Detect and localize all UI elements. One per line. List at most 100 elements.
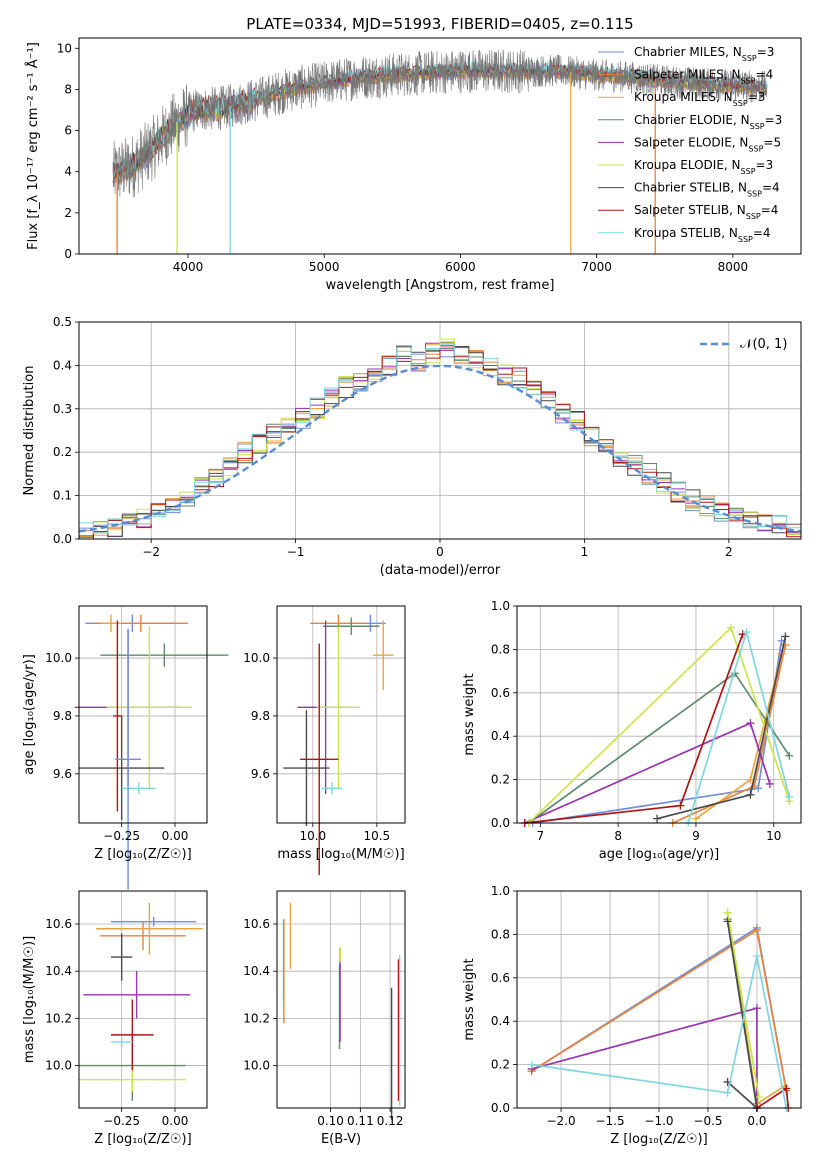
mass-weight-series bbox=[531, 955, 788, 1109]
mass-weight-marker bbox=[726, 623, 735, 632]
residual-histogram-step bbox=[79, 344, 801, 534]
legend-label: Salpeter MILES, NSSP=4 bbox=[634, 68, 773, 86]
y-tick-label: 10.2 bbox=[45, 1011, 72, 1025]
x-tick-label: 4000 bbox=[173, 260, 204, 274]
x-tick-label: 0.00 bbox=[162, 829, 189, 843]
x-tick-label: 0 bbox=[436, 545, 444, 559]
mass-weight-marker bbox=[746, 719, 755, 728]
y-tick-label: 10.4 bbox=[45, 964, 72, 978]
y-tick-label: 0.3 bbox=[53, 402, 72, 416]
mass-weight-marker bbox=[782, 1084, 791, 1093]
y-tick-label: 0.8 bbox=[491, 927, 510, 941]
y-tick-label: 0.2 bbox=[491, 773, 510, 787]
errorbar-point bbox=[111, 999, 154, 1071]
y-tick-label: 10.4 bbox=[243, 964, 270, 978]
y-tick-label: 0.4 bbox=[491, 1014, 510, 1028]
figure-title: PLATE=0334, MJD=51993, FIBERID=0405, z=0… bbox=[246, 15, 633, 33]
x-tick-label: −1.5 bbox=[595, 1114, 624, 1128]
mass-weight-marker bbox=[691, 814, 700, 823]
mass-weight-marker bbox=[723, 917, 732, 926]
x-axis-label: E(B-V) bbox=[321, 1132, 361, 1147]
x-tick-label: −2 bbox=[142, 545, 160, 559]
observed-spectrum bbox=[112, 49, 768, 198]
y-tick-label: 10.0 bbox=[45, 651, 72, 665]
y-tick-label: 10.6 bbox=[243, 917, 270, 931]
errorbar-point bbox=[283, 710, 330, 826]
mass-weight-marker bbox=[754, 1093, 763, 1102]
legend-label: Salpeter ELODIE, NSSP=5 bbox=[634, 135, 781, 153]
normal-curve bbox=[78, 364, 802, 533]
legend-label: Chabrier MILES, NSSP=3 bbox=[634, 45, 774, 63]
mass_weight_vs_age-plot-area bbox=[520, 623, 794, 827]
y-tick-label: 9.8 bbox=[53, 709, 72, 723]
x-tick-label: 9 bbox=[692, 829, 700, 843]
errorbar-point bbox=[373, 620, 394, 690]
mass_vs_Z-frame bbox=[78, 890, 208, 1109]
x-tick-label: 0.11 bbox=[347, 1114, 374, 1128]
mass_vs_Z-panel: −0.25 0.00 10.0 10.2 10.4 10.6 Z [log₁₀(Z/Z☉)]… bbox=[22, 890, 208, 1147]
legend-label: Chabrier ELODIE, NSSP=3 bbox=[634, 113, 782, 131]
x-axis-label: wavelength [Angstrom, rest frame] bbox=[326, 278, 555, 293]
mass-weight-marker bbox=[752, 952, 761, 961]
y-tick-label: 2 bbox=[64, 206, 72, 220]
errorbar-point bbox=[111, 933, 133, 981]
y-tick-label: 0.0 bbox=[491, 1101, 510, 1115]
mass_weight_vs_Z-panel: −2.0 −1.5 −1.0 −0.5 0.0 0.0 0.2 0.4 0.6 0.8 1.0 Z [… bbox=[462, 884, 802, 1147]
errorbar-point bbox=[111, 916, 197, 927]
x-tick-label: 6000 bbox=[445, 260, 476, 274]
x-tick-label: 5000 bbox=[309, 260, 340, 274]
y-tick-label: 0.4 bbox=[53, 358, 72, 372]
mass-weight-marker bbox=[676, 801, 685, 810]
mass-weight-marker bbox=[653, 814, 662, 823]
x-tick-label: 8 bbox=[614, 829, 622, 843]
mass-weight-marker bbox=[752, 1004, 761, 1013]
mass-weight-marker bbox=[781, 632, 790, 641]
y-axis-label: mass [log₁₀(M/M☉)] bbox=[22, 936, 37, 1063]
y-tick-label: 0.2 bbox=[491, 1058, 510, 1072]
legend-label: 𝒩(0, 1) bbox=[740, 337, 787, 352]
y-tick-label: 0.8 bbox=[491, 642, 510, 656]
x-tick-label: 10 bbox=[766, 829, 781, 843]
age_vs_mass-panel: 10.0 10.5 9.6 9.8 10.0 mass [log₁₀(M/M☉)] bbox=[243, 605, 406, 876]
y-tick-label: 0.0 bbox=[491, 816, 510, 830]
residual_histogram-plot-area bbox=[78, 338, 802, 540]
y-axis-label: mass weight bbox=[462, 958, 477, 1040]
mass-weight-marker bbox=[752, 926, 761, 935]
y-tick-label: 0.1 bbox=[53, 489, 72, 503]
mass_weight_vs_age-panel: 7 8 9 10 0.0 0.2 0.4 0.6 0.8 1.0 age [log₁₀(age/yr… bbox=[462, 599, 802, 862]
x-tick-label: −0.25 bbox=[103, 829, 140, 843]
x-axis-label: age [log₁₀(age/yr)] bbox=[599, 847, 720, 862]
errorbar-point bbox=[79, 1067, 186, 1092]
errorbar-point bbox=[300, 643, 339, 876]
spectrum-plot-area bbox=[112, 49, 768, 254]
errorbar-point bbox=[79, 715, 165, 821]
x-tick-label: 0.12 bbox=[377, 1114, 404, 1128]
x-tick-label: 0.10 bbox=[317, 1114, 344, 1128]
errorbar-point bbox=[100, 921, 186, 950]
errorbar-point bbox=[83, 971, 190, 1019]
x-axis-label: (data-model)/error bbox=[380, 563, 501, 578]
age_vs_mass-frame bbox=[276, 605, 406, 824]
x-tick-label: 7000 bbox=[581, 260, 612, 274]
y-tick-label: 10.6 bbox=[45, 917, 72, 931]
x-axis-label: Z [log₁₀(Z/Z☉)] bbox=[94, 847, 191, 862]
mass_weight_vs_age-frame bbox=[516, 605, 802, 824]
mass-weight-marker bbox=[785, 751, 794, 760]
mass-weight-marker bbox=[723, 1088, 732, 1097]
mass_vs_EBV-plot-area bbox=[282, 902, 401, 1120]
age_vs_Z-panel: −0.25 0.00 9.6 9.8 10.0 Z [log₁₀(Z/Z☉)] age [l… bbox=[22, 605, 229, 890]
age_vs_Z-plot-area bbox=[74, 614, 229, 890]
mass_vs_EBV-frame bbox=[276, 890, 406, 1109]
x-tick-label: 2 bbox=[725, 545, 733, 559]
x-tick-label: 0.0 bbox=[747, 1114, 766, 1128]
mass-weight-marker bbox=[746, 790, 755, 799]
y-tick-label: 10.0 bbox=[243, 1059, 270, 1073]
y-tick-label: 0 bbox=[64, 247, 72, 261]
y-axis-label: mass weight bbox=[462, 673, 477, 755]
y-axis-label: age [log₁₀(age/yr)] bbox=[22, 654, 37, 775]
x-tick-label: 1 bbox=[581, 545, 589, 559]
mass_vs_Z-plot-area bbox=[79, 902, 203, 1101]
x-tick-label: 8000 bbox=[718, 260, 749, 274]
y-tick-label: 9.8 bbox=[251, 709, 270, 723]
errorbar-point bbox=[321, 782, 343, 795]
